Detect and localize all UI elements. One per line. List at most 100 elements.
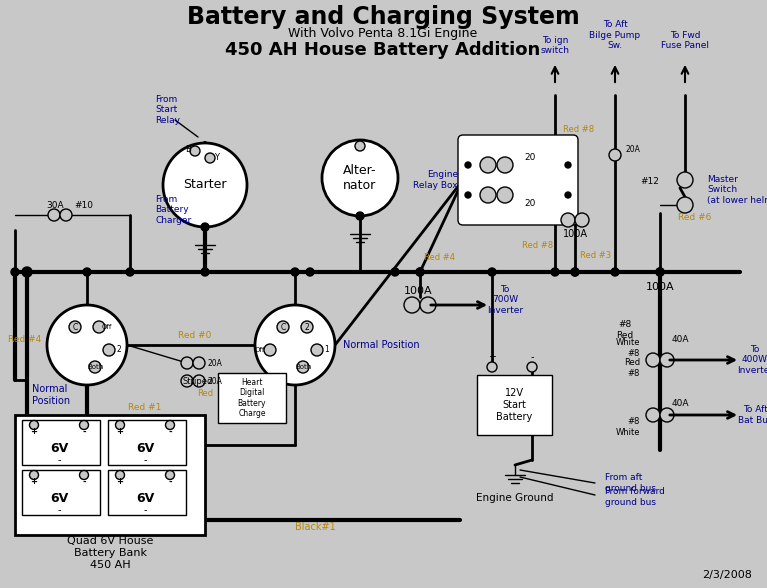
Text: -: -: [143, 505, 146, 515]
Text: Red: Red: [197, 389, 213, 397]
Text: Off: Off: [102, 324, 112, 330]
Text: Both: Both: [87, 364, 103, 370]
Circle shape: [103, 344, 115, 356]
Circle shape: [656, 268, 664, 276]
Circle shape: [166, 470, 175, 479]
Text: -: -: [82, 477, 86, 486]
Text: -: -: [168, 427, 172, 436]
Circle shape: [29, 420, 38, 429]
Circle shape: [47, 305, 127, 385]
Circle shape: [677, 197, 693, 213]
Text: From
Start
Relay: From Start Relay: [155, 95, 180, 125]
Bar: [22, 470, 100, 515]
Circle shape: [677, 172, 693, 188]
Circle shape: [193, 357, 205, 369]
Circle shape: [416, 268, 424, 276]
Bar: [15, 415, 205, 535]
Circle shape: [322, 140, 398, 216]
Circle shape: [80, 470, 88, 479]
Text: From
Battery
Charger: From Battery Charger: [155, 195, 191, 225]
Text: 40A: 40A: [672, 399, 690, 407]
Circle shape: [611, 268, 619, 276]
Bar: [108, 470, 186, 515]
Text: To Aft
Bat Bus: To Aft Bat Bus: [738, 405, 767, 425]
Text: 6V: 6V: [50, 442, 68, 455]
Text: C: C: [72, 322, 77, 332]
Text: To
400W
Inverter: To 400W Inverter: [737, 345, 767, 375]
Circle shape: [480, 157, 496, 173]
Text: Heart
Digital
Battery
Charge: Heart Digital Battery Charge: [238, 378, 266, 418]
Text: #8
Red: #8 Red: [617, 320, 634, 340]
Text: Off: Off: [255, 347, 265, 353]
Circle shape: [83, 268, 91, 276]
Circle shape: [660, 408, 674, 422]
Circle shape: [355, 141, 365, 151]
Circle shape: [80, 420, 88, 429]
Text: +: +: [117, 427, 123, 436]
Text: C: C: [281, 322, 285, 332]
Text: Alter-
nator: Alter- nator: [344, 164, 377, 192]
Text: Red #1: Red #1: [128, 403, 162, 413]
Text: #10: #10: [74, 201, 94, 209]
Circle shape: [646, 408, 660, 422]
Circle shape: [565, 162, 571, 168]
Circle shape: [565, 192, 571, 198]
Bar: [218, 373, 286, 423]
Circle shape: [181, 357, 193, 369]
Text: Engine Ground: Engine Ground: [476, 493, 554, 503]
Text: Quad 6V House
Battery Bank
450 AH: Quad 6V House Battery Bank 450 AH: [67, 536, 153, 570]
Circle shape: [201, 223, 209, 231]
Circle shape: [609, 149, 621, 161]
Text: Master
Switch
(at lower helm): Master Switch (at lower helm): [707, 175, 767, 205]
Text: 20A: 20A: [208, 359, 223, 368]
Circle shape: [277, 321, 289, 333]
Text: 100A: 100A: [403, 286, 433, 296]
Circle shape: [391, 268, 399, 276]
Text: 100A: 100A: [646, 282, 674, 292]
Text: Black#1: Black#1: [295, 522, 335, 532]
Circle shape: [497, 187, 513, 203]
Circle shape: [264, 344, 276, 356]
Circle shape: [571, 268, 579, 276]
Circle shape: [487, 362, 497, 372]
Text: 6V: 6V: [136, 442, 154, 455]
Text: 100A: 100A: [562, 229, 588, 239]
Text: +: +: [31, 427, 38, 436]
Text: 40A: 40A: [672, 336, 690, 345]
Circle shape: [297, 361, 309, 373]
Circle shape: [22, 267, 32, 277]
Text: Red #8: Red #8: [563, 125, 594, 135]
Text: To Fwd
Fuse Panel: To Fwd Fuse Panel: [661, 31, 709, 50]
Circle shape: [306, 268, 314, 276]
Text: -: -: [82, 427, 86, 436]
Text: 12V
Start
Battery: 12V Start Battery: [496, 389, 532, 422]
Text: Red #8: Red #8: [522, 240, 554, 249]
Text: 6V: 6V: [136, 492, 154, 505]
Circle shape: [488, 268, 496, 276]
Circle shape: [465, 162, 471, 168]
Circle shape: [311, 344, 323, 356]
Text: +: +: [117, 477, 123, 486]
Text: 20: 20: [525, 199, 535, 208]
Circle shape: [89, 361, 101, 373]
Text: -: -: [58, 455, 61, 465]
Text: Red #6: Red #6: [678, 213, 712, 222]
Text: 2/3/2008: 2/3/2008: [702, 570, 752, 580]
Text: Normal Position: Normal Position: [343, 340, 420, 350]
Circle shape: [404, 297, 420, 313]
Text: Both: Both: [295, 364, 311, 370]
Text: With Volvo Penta 8.1Gi Engine: With Volvo Penta 8.1Gi Engine: [288, 28, 478, 41]
Text: -: -: [143, 455, 146, 465]
Text: Engine
Relay Box: Engine Relay Box: [413, 171, 458, 190]
Circle shape: [93, 321, 105, 333]
Circle shape: [181, 375, 193, 387]
Text: 20: 20: [525, 152, 535, 162]
Circle shape: [205, 153, 215, 163]
Circle shape: [646, 353, 660, 367]
Circle shape: [291, 268, 299, 276]
Circle shape: [356, 212, 364, 220]
Circle shape: [48, 209, 60, 221]
Circle shape: [465, 192, 471, 198]
Circle shape: [11, 268, 19, 276]
Circle shape: [193, 375, 205, 387]
